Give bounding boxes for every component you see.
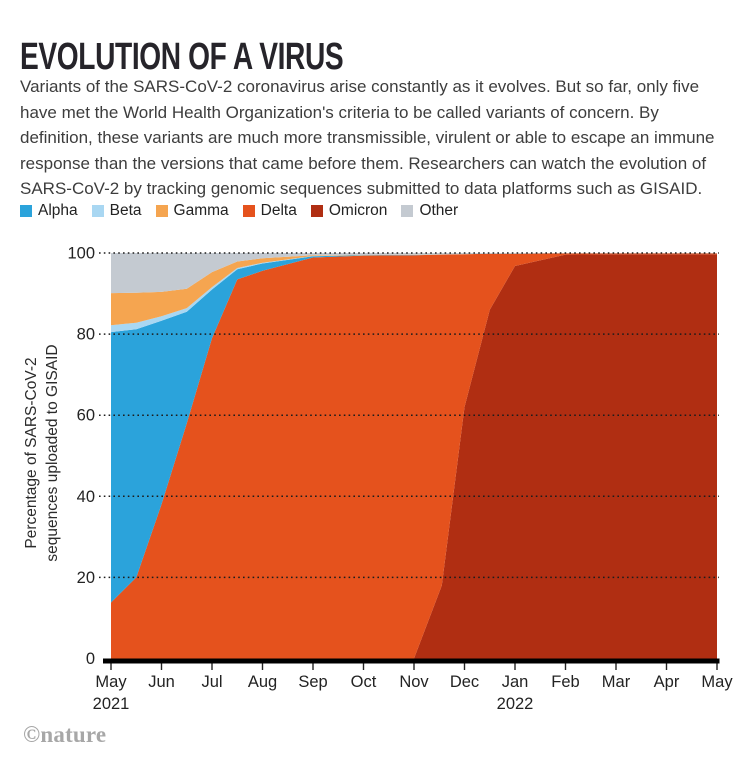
- x-tick-label-may-12: May: [701, 673, 733, 691]
- page-title-text: EVOLUTION OF A VIRUS: [20, 36, 344, 79]
- area-other: [111, 253, 717, 294]
- legend: Alpha Beta Gamma Delta Omicron Other: [20, 202, 458, 220]
- description: Variants of the SARS-CoV-2 coronavirus a…: [20, 77, 715, 199]
- legend-swatch-omicron: [310, 205, 323, 217]
- legend-item-gamma: Gamma: [155, 202, 229, 220]
- x-year-label-2022: 2022: [497, 695, 534, 713]
- legend-swatch-other: [401, 205, 414, 217]
- x-tick-label-mar-10: Mar: [602, 673, 631, 691]
- y-tick-label-60: 60: [77, 407, 95, 425]
- page-title: EVOLUTION OF A VIRUS: [20, 38, 457, 76]
- x-tick-label-jan-8: Jan: [502, 673, 529, 691]
- legend-item-delta: Delta: [242, 202, 297, 220]
- x-tick-label-sep-4: Sep: [298, 673, 327, 691]
- x-tick-label-jun-1: Jun: [148, 673, 175, 691]
- legend-label-gamma: Gamma: [173, 202, 229, 219]
- legend-item-other: Other: [401, 202, 458, 220]
- legend-swatch-delta: [242, 205, 255, 217]
- x-tick-label-feb-9: Feb: [551, 673, 579, 691]
- y-tick-label-100: 100: [67, 245, 95, 263]
- legend-label-beta: Beta: [109, 202, 142, 219]
- footer-credit: ©nature: [23, 722, 107, 747]
- legend-swatch-gamma: [155, 205, 168, 217]
- x-tick-label-aug-3: Aug: [248, 673, 277, 691]
- x-tick-label-jul-2: Jul: [201, 673, 222, 691]
- legend-label-omicron: Omicron: [328, 202, 388, 219]
- area-delta: [111, 253, 717, 659]
- legend-item-omicron: Omicron: [310, 202, 388, 220]
- legend-label-delta: Delta: [260, 202, 297, 219]
- legend-label-other: Other: [419, 202, 459, 219]
- x-tick-label-nov-6: Nov: [399, 673, 429, 691]
- legend-label-alpha: Alpha: [38, 202, 78, 219]
- y-tick-label-80: 80: [77, 326, 95, 344]
- x-axis-line: [103, 658, 720, 664]
- x-tick-label-may-0: May: [95, 673, 127, 691]
- area-omicron: [111, 254, 717, 659]
- y-tick-label-0: 0: [86, 650, 95, 668]
- legend-item-alpha: Alpha: [20, 202, 78, 220]
- x-tick-label-oct-5: Oct: [351, 673, 377, 691]
- y-tick-label-20: 20: [77, 569, 95, 587]
- x-year-label-2021: 2021: [93, 695, 130, 713]
- x-tick-label-apr-11: Apr: [654, 673, 680, 691]
- x-tick-label-dec-7: Dec: [450, 673, 479, 691]
- legend-swatch-beta: [91, 205, 104, 217]
- legend-item-beta: Beta: [91, 202, 142, 220]
- y-tick-label-40: 40: [77, 488, 95, 506]
- legend-swatch-alpha: [20, 205, 32, 217]
